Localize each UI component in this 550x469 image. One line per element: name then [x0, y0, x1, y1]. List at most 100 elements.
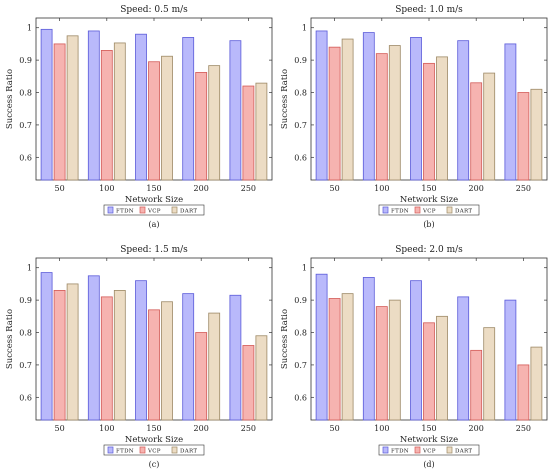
- legend-swatch-ftdn: [382, 206, 389, 214]
- legend-box: [103, 204, 205, 216]
- x-tick-label: 50: [330, 424, 340, 433]
- bar-vcp-100: [375, 53, 388, 181]
- bar-dart-250: [255, 82, 268, 181]
- x-tick-label: 50: [55, 424, 65, 433]
- chart-panel-1: Speed: 0.5 m/s 0.6 0.7 0.8 0.9 1 Success Ratio…: [5, 5, 273, 229]
- x-axis-label: Network Size: [125, 195, 183, 205]
- bar-vcp-100: [375, 306, 388, 421]
- legend-label-ftdn: FTDN: [116, 209, 134, 215]
- bar-ftdn-200: [182, 293, 195, 421]
- y-tick-label: 0.6: [294, 393, 307, 402]
- legend-swatch-vcp: [414, 446, 421, 454]
- bar-ftdn-50: [40, 272, 53, 421]
- legend-label-ftdn: FTDN: [116, 449, 134, 455]
- x-tick-label: 50: [55, 184, 65, 193]
- chart-panel-4: Speed: 2.0 m/s 0.6 0.7 0.8 0.9 1 Success Ratio…: [280, 245, 548, 469]
- bar-vcp-50: [328, 46, 341, 181]
- chart-panel-3: Speed: 1.5 m/s 0.6 0.7 0.8 0.9 1 Success Ratio…: [5, 245, 273, 469]
- x-axis-label: Network Size: [125, 435, 183, 445]
- bar-dart-100: [388, 45, 401, 181]
- bar-dart-150: [436, 56, 448, 181]
- bar-vcp-150: [423, 322, 435, 421]
- y-tick-label: 0.8: [19, 329, 32, 338]
- bar-vcp-200: [470, 82, 483, 181]
- y-tick-label: 1: [302, 24, 307, 33]
- y-tick-label: 0.7: [19, 361, 32, 370]
- legend-box: [103, 444, 205, 456]
- x-tick-label: 100: [374, 424, 389, 433]
- bar-vcp-250: [517, 364, 530, 421]
- bar-ftdn-200: [182, 37, 195, 181]
- y-tick-label: 1: [27, 24, 32, 33]
- x-tick-label: 150: [146, 424, 161, 433]
- legend-label-ftdn: FTDN: [391, 209, 409, 215]
- y-tick-label: 0.9: [294, 56, 307, 65]
- bar-vcp-250: [242, 85, 255, 181]
- x-tick-label: 100: [99, 424, 114, 433]
- bar-dart-250: [255, 335, 268, 421]
- legend-label-vcp: VCP: [147, 449, 161, 455]
- bar-ftdn-150: [135, 280, 147, 421]
- x-tick-label: 200: [469, 184, 484, 193]
- legend-swatch-dart: [171, 446, 178, 454]
- x-axis-label: Network Size: [400, 195, 458, 205]
- legend: FTDN VCP DART: [103, 204, 205, 216]
- chart-title: Speed: 1.0 m/s: [395, 5, 463, 15]
- bar-ftdn-50: [40, 28, 53, 181]
- bar-dart-150: [161, 301, 173, 421]
- panel-label: (b): [423, 220, 434, 229]
- y-tick-label: 0.8: [294, 329, 307, 338]
- legend-label-dart: DART: [455, 449, 472, 455]
- bar-dart-50: [341, 293, 354, 421]
- bar-dart-250: [530, 346, 543, 421]
- bar-dart-200: [208, 312, 221, 421]
- x-tick-label: 150: [421, 184, 436, 193]
- legend-label-vcp: VCP: [147, 209, 161, 215]
- bar-ftdn-100: [87, 275, 100, 421]
- y-tick-label: 1: [27, 264, 32, 273]
- x-tick-label: 100: [374, 184, 389, 193]
- legend-swatch-dart: [171, 206, 178, 214]
- legend-swatch-vcp: [139, 206, 146, 214]
- bar-dart-150: [436, 315, 448, 421]
- y-tick-label: 0.9: [19, 296, 32, 305]
- bar-ftdn-100: [362, 277, 375, 421]
- bar-vcp-150: [148, 61, 160, 181]
- bar-dart-100: [113, 289, 126, 421]
- legend-swatch-ftdn: [107, 446, 114, 454]
- bar-ftdn-150: [135, 33, 147, 181]
- bar-vcp-250: [242, 345, 255, 421]
- y-tick-label: 0.8: [294, 89, 307, 98]
- y-tick-label: 0.7: [294, 121, 307, 130]
- legend-label-dart: DART: [180, 209, 197, 215]
- bar-dart-150: [161, 55, 173, 181]
- x-tick-label: 150: [421, 424, 436, 433]
- bar-dart-250: [530, 88, 543, 181]
- bar-vcp-50: [53, 289, 66, 421]
- x-tick-label: 250: [241, 184, 256, 193]
- bar-vcp-250: [517, 92, 530, 181]
- legend-swatch-ftdn: [382, 446, 389, 454]
- bar-dart-50: [341, 38, 354, 181]
- legend: FTDN VCP DART: [378, 204, 480, 216]
- legend-swatch-vcp: [139, 446, 146, 454]
- x-tick-label: 150: [146, 184, 161, 193]
- bar-vcp-100: [100, 296, 113, 421]
- y-axis-label: Success Ratio: [280, 69, 290, 129]
- x-tick-label: 100: [99, 184, 114, 193]
- panel-label: (c): [149, 460, 160, 469]
- legend-label-dart: DART: [455, 209, 472, 215]
- legend: FTDN VCP DART: [103, 444, 205, 456]
- bar-vcp-200: [195, 332, 208, 421]
- bar-vcp-50: [53, 43, 66, 181]
- bar-ftdn-50: [315, 273, 328, 421]
- y-tick-label: 1: [302, 264, 307, 273]
- bar-ftdn-50: [315, 30, 328, 181]
- y-axis-label: Success Ratio: [5, 309, 15, 369]
- bar-dart-200: [483, 327, 496, 421]
- legend-swatch-dart: [446, 206, 453, 214]
- y-tick-label: 0.8: [19, 89, 32, 98]
- legend-label-dart: DART: [180, 449, 197, 455]
- legend: FTDN VCP DART: [378, 444, 480, 456]
